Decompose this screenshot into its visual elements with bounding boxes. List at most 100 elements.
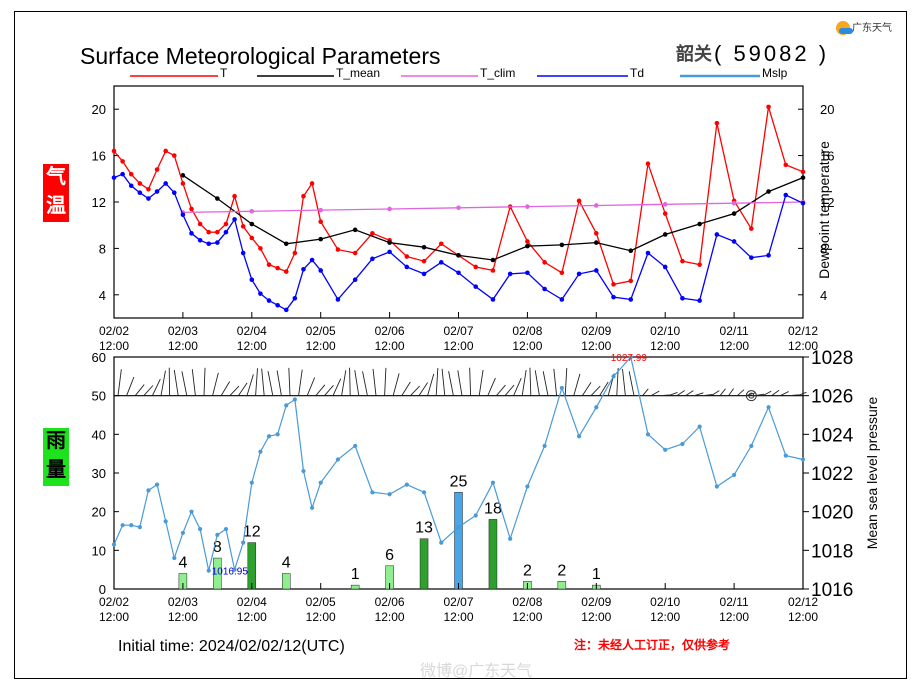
rain-bar-label: 1 bbox=[351, 566, 360, 583]
point-mslp bbox=[163, 519, 168, 524]
wind-barb bbox=[628, 371, 635, 396]
point-t_mean bbox=[215, 196, 220, 201]
x-tick-time: 12:00 bbox=[237, 610, 267, 624]
point-mslp bbox=[284, 403, 289, 408]
x-tick-date: 02/03 bbox=[168, 324, 198, 338]
wind-barb bbox=[212, 372, 219, 396]
rain-y-tick-label: 50 bbox=[92, 389, 106, 404]
wind-barb bbox=[771, 389, 780, 397]
logo-text: 广东天气 bbox=[852, 23, 892, 34]
x-tick-time: 12:00 bbox=[306, 339, 336, 353]
x-tick-time: 12:00 bbox=[237, 339, 267, 353]
point-mslp bbox=[473, 513, 478, 518]
point-mslp bbox=[241, 540, 246, 545]
series-line-t bbox=[113, 106, 804, 286]
x-tick-time: 12:00 bbox=[99, 610, 129, 624]
point-mslp bbox=[292, 397, 297, 402]
point-td bbox=[275, 302, 280, 308]
rain-bar-label: 12 bbox=[243, 524, 261, 541]
point-t_mean bbox=[731, 211, 737, 216]
point-td bbox=[120, 171, 125, 177]
wind-barb bbox=[702, 394, 713, 397]
wind-barb bbox=[719, 388, 726, 396]
point-mslp bbox=[456, 525, 461, 530]
point-t_mean bbox=[456, 253, 461, 258]
wind-barb bbox=[160, 370, 166, 396]
point-mslp bbox=[766, 405, 771, 410]
wind-barb bbox=[134, 384, 145, 396]
point-t_mean bbox=[662, 232, 668, 237]
x-tick-date: 02/09 bbox=[581, 324, 611, 338]
x-tick-date: 02/06 bbox=[375, 324, 405, 338]
wind-barb bbox=[435, 368, 439, 396]
point-td bbox=[542, 286, 547, 292]
wind-barb bbox=[143, 385, 154, 396]
rain-bar-label: 2 bbox=[557, 562, 566, 579]
brand-logo: 广东天气 bbox=[836, 19, 892, 36]
wind-barb bbox=[191, 369, 196, 396]
x-tick-date: 02/07 bbox=[443, 324, 473, 338]
wind-barb bbox=[332, 378, 342, 396]
wind-barb bbox=[582, 382, 592, 396]
point-t bbox=[559, 270, 565, 276]
point-t bbox=[180, 181, 186, 186]
point-t_mean bbox=[697, 221, 702, 227]
temp-y-tick-label: 4 bbox=[99, 288, 106, 303]
point-mslp bbox=[275, 432, 280, 437]
wind-barb bbox=[762, 390, 772, 397]
dewpoint-axis-title: Dewpoint temperature bbox=[816, 141, 832, 279]
wind-barb bbox=[126, 376, 135, 396]
point-td bbox=[783, 192, 789, 198]
point-t_clim bbox=[662, 202, 668, 207]
point-t bbox=[714, 120, 720, 126]
rain-bar bbox=[350, 584, 360, 590]
point-t_mean bbox=[318, 236, 324, 242]
point-t bbox=[154, 167, 160, 172]
mslp-y-tick-label: 1024 bbox=[811, 425, 854, 446]
point-td bbox=[800, 200, 806, 206]
point-mslp bbox=[180, 530, 185, 536]
point-t bbox=[542, 260, 547, 265]
wind-barb bbox=[564, 368, 568, 396]
x-tick-date: 02/10 bbox=[650, 324, 680, 338]
point-td bbox=[163, 181, 168, 186]
wind-barb bbox=[315, 384, 326, 396]
rain-bar bbox=[282, 573, 291, 590]
point-mslp bbox=[749, 443, 754, 449]
point-mslp bbox=[559, 385, 564, 391]
point-t_mean bbox=[800, 175, 806, 180]
x-tick-date: 02/08 bbox=[512, 595, 542, 609]
point-td bbox=[438, 260, 444, 265]
rain-bar-label: 4 bbox=[282, 555, 291, 572]
point-td bbox=[525, 270, 530, 276]
wind-barb bbox=[306, 377, 316, 396]
point-t_clim bbox=[525, 204, 530, 209]
point-td bbox=[370, 256, 375, 262]
rain-y-tick-label: 40 bbox=[92, 427, 106, 442]
wind-barb bbox=[676, 390, 685, 397]
point-td bbox=[490, 297, 496, 302]
x-tick-time: 12:00 bbox=[788, 610, 818, 624]
point-td bbox=[680, 295, 685, 301]
point-t bbox=[128, 171, 134, 177]
x-tick-date: 02/09 bbox=[581, 595, 611, 609]
x-tick-time: 12:00 bbox=[719, 339, 749, 353]
point-t bbox=[318, 219, 324, 225]
temp-char-1: 气 bbox=[46, 164, 66, 188]
point-t bbox=[266, 262, 272, 267]
point-t_mean bbox=[766, 189, 771, 194]
point-td bbox=[197, 237, 203, 243]
point-td bbox=[283, 307, 289, 313]
wind-barb bbox=[780, 391, 789, 397]
point-t bbox=[438, 241, 444, 247]
point-mslp bbox=[198, 526, 203, 532]
wind-barb bbox=[478, 369, 484, 396]
point-td bbox=[146, 196, 151, 201]
point-t bbox=[215, 229, 220, 235]
point-td bbox=[189, 231, 194, 236]
wind-barb bbox=[181, 371, 188, 396]
mslp-max-annotation: 1027.99 bbox=[611, 353, 648, 364]
wind-barb bbox=[372, 368, 377, 396]
wind-barb bbox=[267, 371, 274, 396]
rain-bar bbox=[247, 542, 257, 590]
